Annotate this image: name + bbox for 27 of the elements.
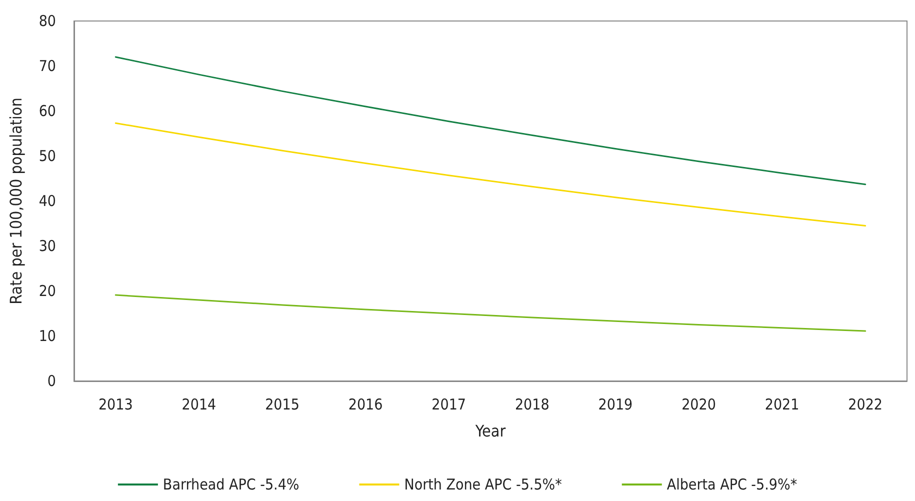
- line-series: [114, 56, 866, 186]
- y-tick-label: 20: [38, 282, 56, 300]
- x-tick-label: 2021: [764, 396, 800, 414]
- x-tick-label: 2015: [265, 396, 300, 414]
- y-axis-title: Rate per 100,000 population: [6, 98, 26, 304]
- y-tick-label: 0: [47, 372, 56, 390]
- legend-label: Alberta APC -5.9%*: [666, 476, 798, 494]
- x-tick-label: 2019: [598, 396, 633, 414]
- x-tick-label: 2022: [848, 396, 883, 414]
- x-axis-title: Year: [474, 422, 506, 440]
- x-tick-label: 2020: [682, 396, 716, 414]
- y-tick-label: 50: [38, 147, 56, 165]
- y-tick-label: 30: [38, 237, 56, 255]
- x-tick-label: 2018: [514, 396, 550, 414]
- y-tick-label: 40: [38, 192, 56, 210]
- line-series: [114, 294, 866, 332]
- legend-label: Barrhead APC -5.4%: [162, 476, 300, 494]
- y-tick-label: 60: [38, 102, 56, 120]
- x-tick-label: 2016: [348, 396, 383, 414]
- x-tick-label: 2017: [432, 396, 466, 414]
- legend-label: North Zone APC -5.5%*: [404, 476, 562, 494]
- x-tick-label: 2014: [182, 396, 216, 414]
- y-tick-label: 80: [38, 12, 56, 30]
- x-tick-label: 2013: [98, 396, 133, 414]
- line-series: [114, 122, 866, 226]
- y-tick-label: 70: [38, 57, 56, 75]
- y-tick-label: 10: [38, 327, 56, 345]
